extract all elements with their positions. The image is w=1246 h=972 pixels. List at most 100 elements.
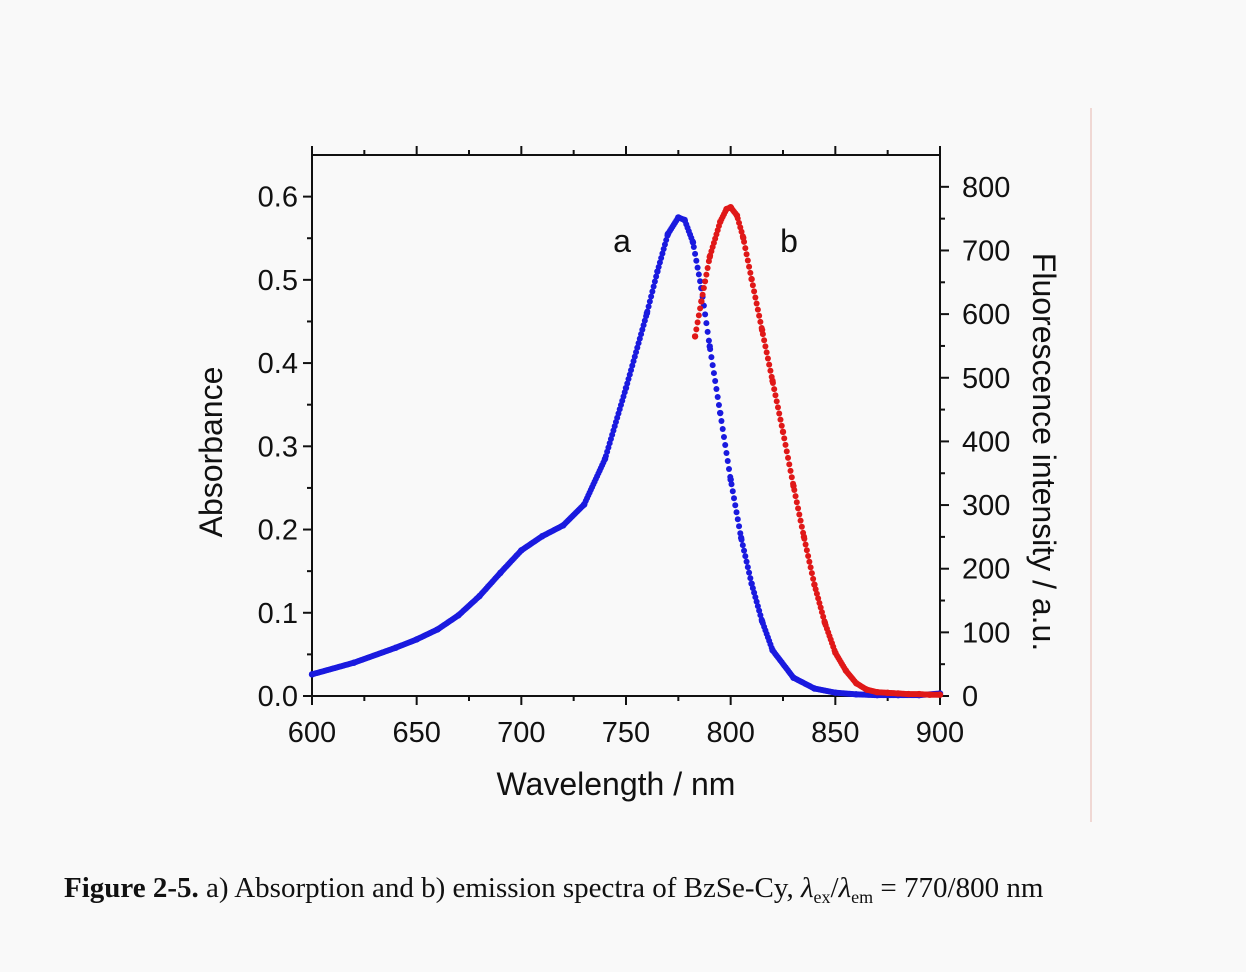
series-b-dot xyxy=(781,435,788,442)
series-b xyxy=(691,203,944,698)
series-a-dot xyxy=(703,320,710,327)
series-a-dot xyxy=(737,530,744,537)
series-b-dot xyxy=(800,529,807,536)
series-a-dot xyxy=(690,243,697,250)
series-b-dot xyxy=(771,386,778,393)
series-a-dot xyxy=(638,331,645,338)
x-tick-label: 700 xyxy=(497,717,545,749)
y-left-tick-label: 0.5 xyxy=(258,265,298,297)
series-b-dot xyxy=(767,367,774,374)
series-b-dot xyxy=(702,278,709,285)
series-b-dot xyxy=(699,291,706,298)
series-b-dot xyxy=(791,487,798,494)
series-b-dot xyxy=(766,361,773,368)
series-a-dot xyxy=(689,238,696,245)
series-a-dot xyxy=(722,441,729,448)
series-b-dot xyxy=(802,541,809,548)
series-a-dot xyxy=(715,402,722,409)
series-a-dot xyxy=(692,250,699,257)
series-a-dot xyxy=(705,337,712,344)
series-a-dot xyxy=(723,449,730,456)
series-a-dot xyxy=(707,346,714,353)
series-a-dot xyxy=(623,385,629,392)
series-b-dot xyxy=(751,288,758,295)
series-b-dot xyxy=(811,581,818,588)
y-left-tick-label: 0.0 xyxy=(258,681,298,713)
series-a-dot xyxy=(628,367,635,374)
series-a-dot xyxy=(714,394,721,401)
series-a-dot xyxy=(746,569,753,576)
y-right-tick-label: 200 xyxy=(962,554,1010,586)
series-a-dot xyxy=(739,542,746,549)
series-b-dot xyxy=(768,373,775,380)
series-a-dot xyxy=(639,326,646,333)
series-b-dot xyxy=(697,305,704,312)
series-b-dot xyxy=(762,343,769,350)
axis-ticks xyxy=(303,146,949,705)
curve-label-b: b xyxy=(780,223,798,259)
caption-sub-ex: ex xyxy=(813,887,831,907)
series-a-dot xyxy=(702,311,709,318)
series-a-dot xyxy=(640,322,647,329)
series-a-dot xyxy=(651,278,658,285)
series-b-dot xyxy=(753,300,760,307)
series-b-dot xyxy=(763,349,770,356)
series-a-dot xyxy=(718,418,725,425)
series-a-dot xyxy=(635,340,642,347)
series-a-dot xyxy=(655,264,662,271)
series-b-dot xyxy=(810,575,817,582)
series-b-dot xyxy=(756,312,763,319)
series-b-dot xyxy=(816,599,823,606)
series-b-dot xyxy=(803,547,810,554)
series-b-dot xyxy=(790,480,797,487)
series-b-dot xyxy=(797,517,804,524)
series-a-dot xyxy=(661,241,668,248)
series-b-dot xyxy=(692,333,699,340)
curve-label-a: a xyxy=(613,223,631,259)
series-a xyxy=(308,214,944,699)
series-a-dot xyxy=(643,313,650,320)
series-b-dot xyxy=(776,410,783,417)
series-a-dot xyxy=(751,589,758,596)
series-b-dot xyxy=(788,474,795,481)
series-b-dot xyxy=(935,691,942,698)
series-a-dot xyxy=(724,457,731,464)
series-b-dot xyxy=(806,558,813,565)
series-a-dot xyxy=(744,564,751,571)
series-a-dot xyxy=(656,259,663,266)
series-a-dot xyxy=(713,386,720,393)
series-b-dot xyxy=(813,590,820,597)
caption-sub-em: em xyxy=(851,887,874,907)
series-b-dot xyxy=(780,428,786,435)
series-b-dot xyxy=(808,570,815,577)
series-b-dot xyxy=(783,448,790,455)
caption-lambda-em: λ xyxy=(838,872,852,904)
series-b-dot xyxy=(785,454,792,461)
series-a-dot xyxy=(754,603,761,610)
x-tick-label: 750 xyxy=(602,717,650,749)
series-b-dot xyxy=(820,613,827,620)
series-b-dot xyxy=(705,258,712,265)
series-a-dot xyxy=(648,293,655,300)
series-b-dot xyxy=(818,609,825,616)
y-right-tick-label: 400 xyxy=(962,426,1010,458)
series-a-dot xyxy=(731,495,738,502)
series-a-dot xyxy=(736,523,743,530)
series-a-dot xyxy=(653,273,660,280)
series-b-dot xyxy=(773,398,780,405)
series-b-dot xyxy=(700,285,707,292)
series-a-dot xyxy=(709,362,716,369)
series-b-dot xyxy=(757,318,764,325)
series-a-dot xyxy=(734,516,741,523)
series-a-dot xyxy=(738,536,745,543)
series-b-dot xyxy=(805,552,812,559)
y-right-tick-label: 0 xyxy=(962,681,978,713)
y-left-tick-label: 0.1 xyxy=(258,598,298,630)
series-a-dot xyxy=(624,380,631,387)
series-b-dot xyxy=(795,505,802,512)
series-b-dot xyxy=(693,326,700,333)
caption-text: a) Absorption and b) emission spectra of… xyxy=(198,872,801,904)
series-a-dot xyxy=(626,371,633,378)
y-right-tick-label: 100 xyxy=(962,617,1010,649)
